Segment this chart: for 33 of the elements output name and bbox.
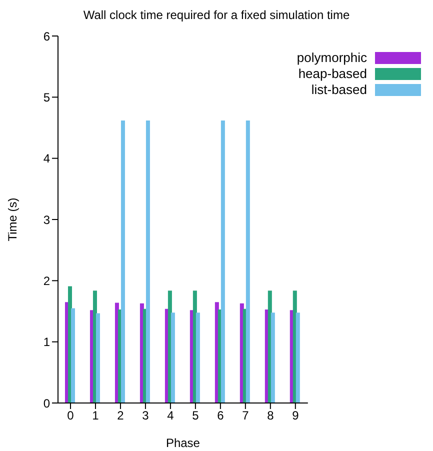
y-tick-label: 5: [43, 90, 50, 104]
bar: [96, 313, 100, 403]
bar: [70, 308, 75, 403]
x-tick-label: 5: [192, 408, 200, 423]
x-axis-title: Phase: [166, 436, 200, 450]
y-axis-title: Time (s): [5, 198, 20, 242]
bar: [196, 312, 200, 403]
bar: [120, 120, 125, 403]
y-tick-label: 0: [43, 396, 50, 410]
x-tick-label: 3: [142, 408, 150, 423]
y-tick-label: 6: [43, 29, 50, 44]
chart-title: Wall clock time required for a fixed simulation time: [82, 8, 351, 24]
legend-label: polymorphic: [296, 50, 367, 66]
bar: [146, 120, 150, 403]
bar: [270, 312, 275, 403]
x-tick-label: 1: [92, 408, 100, 423]
x-tick-label: 6: [217, 408, 224, 423]
x-tick-label: 0: [67, 408, 74, 423]
x-tick-label: 7: [242, 408, 250, 423]
bar: [246, 120, 250, 403]
bar: [170, 312, 175, 403]
y-tick-label: 2: [43, 274, 50, 288]
x-tick-label: 9: [292, 408, 300, 423]
x-tick-label: 4: [167, 408, 174, 423]
legend-label: heap-based: [298, 66, 367, 82]
bar: [220, 120, 225, 403]
x-tick-label: 8: [267, 408, 274, 423]
legend-label: list-based: [311, 82, 367, 98]
y-tick-label: 3: [43, 212, 50, 227]
bar: [296, 312, 300, 403]
y-tick-label: 1: [43, 335, 50, 350]
x-tick-label: 2: [117, 408, 124, 423]
y-tick-label: 4: [43, 152, 50, 166]
